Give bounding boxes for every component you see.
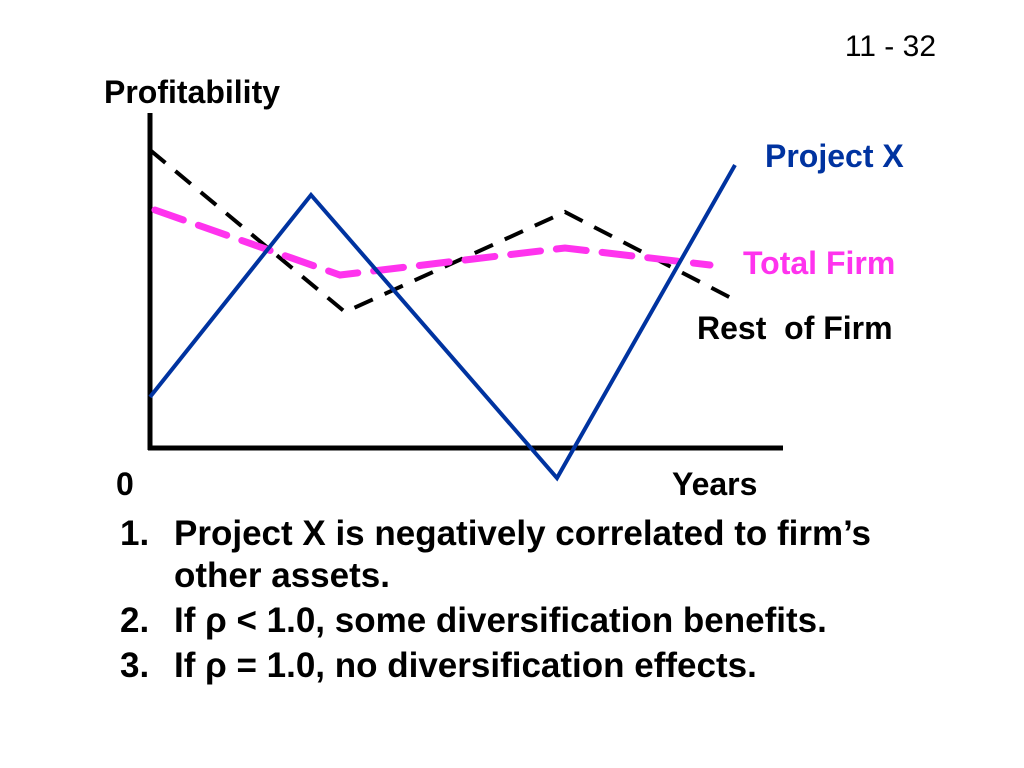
notes-list: 1. Project X is negatively correlated to… [120, 513, 920, 690]
total-firm-label: Total Firm [743, 245, 896, 281]
note-number: 3. [120, 646, 150, 685]
note-text: If ρ = 1.0, no diversification effects. [174, 646, 757, 685]
total-firm-line [151, 206, 714, 279]
x-origin-label: 0 [116, 466, 134, 502]
rest-of-firm-line [148, 148, 736, 315]
note-item: 3. If ρ = 1.0, no diversification effect… [120, 645, 920, 687]
rest-of-firm-label: Rest of Firm [697, 310, 893, 346]
note-number: 2. [120, 601, 150, 640]
note-item: 2. If ρ < 1.0, some diversification bene… [120, 600, 920, 642]
x-axis-label: Years [672, 466, 758, 502]
note-text: Project X is negatively correlated to fi… [174, 514, 872, 595]
note-item: 1. Project X is negatively correlated to… [120, 513, 920, 597]
y-axis-label: Profitability [104, 74, 281, 110]
project-x-label: Project X [765, 138, 904, 174]
note-number: 1. [120, 514, 150, 553]
slide-number: 11 - 32 [844, 30, 936, 63]
note-text: If ρ < 1.0, some diversification benefit… [174, 601, 827, 640]
project-x-line [148, 164, 737, 482]
